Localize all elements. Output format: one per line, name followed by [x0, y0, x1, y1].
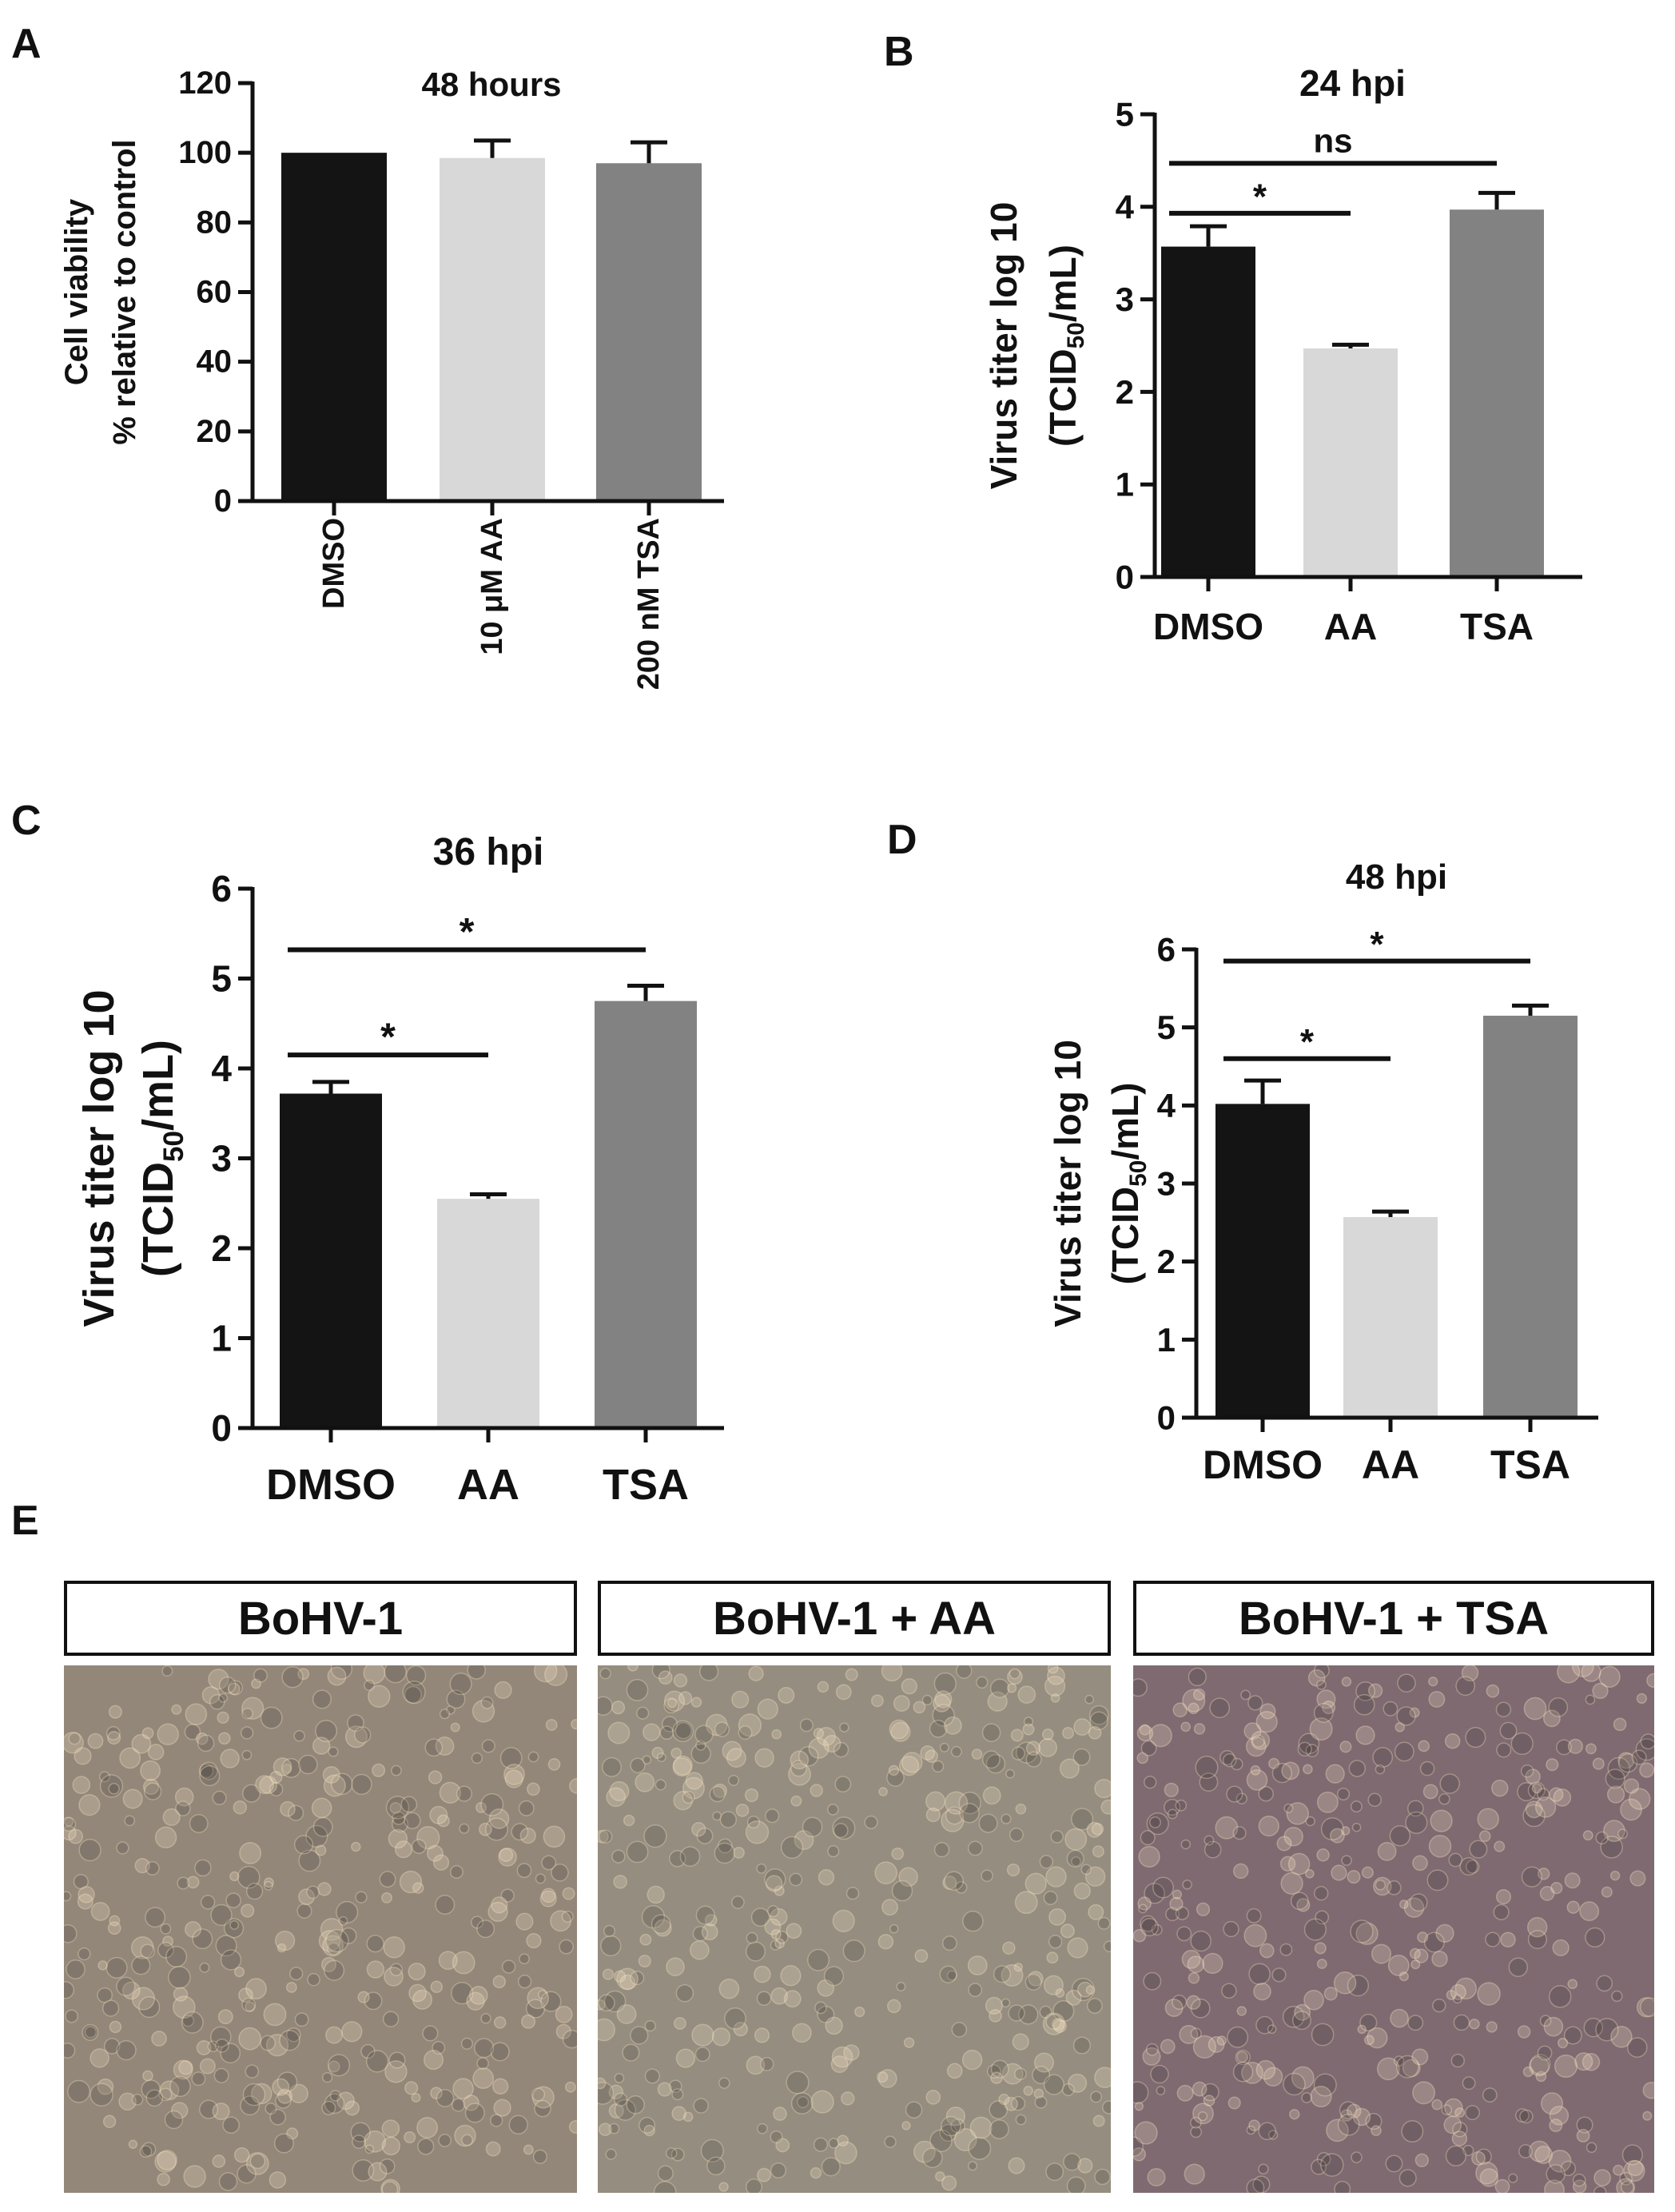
- cell-texture: [64, 1665, 577, 2193]
- panel-letter-b: B: [884, 29, 914, 75]
- panel-letter-e: E: [11, 1498, 39, 1544]
- y-tick-label: 40: [197, 344, 233, 380]
- cell-texture: [1133, 1665, 1654, 2193]
- bar-0: [1161, 246, 1255, 577]
- micrograph-label: BoHV-1: [64, 1581, 577, 1656]
- y-axis-label: (TCID50/mL): [134, 1040, 189, 1277]
- micrograph-image: [1133, 1665, 1654, 2193]
- chart-title: 36 hpi: [433, 831, 544, 873]
- y-tick-label: 20: [197, 414, 233, 449]
- y-tick-label: 0: [1157, 1399, 1176, 1437]
- micrograph-3: BoHV-1 + TSA: [1133, 1581, 1654, 2196]
- bar-0: [280, 1093, 382, 1428]
- y-axis-label: Virus titer log 10: [1047, 1040, 1088, 1327]
- y-tick-label: 0: [1116, 559, 1134, 596]
- chart-title: 48 hours: [421, 66, 561, 103]
- bar-1: [1303, 348, 1398, 577]
- bar-0: [1215, 1104, 1310, 1418]
- x-category-label: TSA: [1490, 1442, 1570, 1487]
- y-tick-label: 4: [211, 1048, 232, 1089]
- x-category-label: 10 μM AA: [475, 518, 509, 655]
- chart-title: 24 hpi: [1299, 62, 1406, 104]
- bar-0: [281, 153, 387, 501]
- y-tick-label: 4: [1116, 188, 1135, 225]
- x-category-label: AA: [1324, 606, 1377, 647]
- chart-panel-b: 0 1 2 3 4 5 DMSO AA TSA 24 hpi Virus titer log 10 (…: [983, 62, 1582, 647]
- panel-letter-c: C: [11, 798, 42, 844]
- x-category-label: DMSO: [317, 518, 351, 609]
- x-category-label: TSA: [603, 1461, 689, 1509]
- y-tick-label: 4: [1157, 1087, 1176, 1124]
- micrograph-label: BoHV-1 + TSA: [1133, 1581, 1654, 1656]
- micrograph-label: BoHV-1 + AA: [598, 1581, 1111, 1656]
- y-tick-label: 1: [1157, 1321, 1176, 1359]
- bar-1: [437, 1199, 539, 1428]
- y-tick-label: 6: [1157, 931, 1176, 969]
- y-tick-label: 0: [211, 1407, 232, 1449]
- significance-label: ns: [1313, 121, 1352, 159]
- panel-letter-d: D: [887, 817, 917, 863]
- y-tick-label: 80: [197, 205, 233, 240]
- micrograph-2: BoHV-1 + AA: [598, 1581, 1111, 2196]
- y-tick-label: 60: [197, 275, 233, 310]
- y-tick-label: 3: [211, 1138, 232, 1180]
- cell-texture: [598, 1665, 1111, 2193]
- y-tick-label: 1: [1116, 466, 1134, 503]
- y-axis-label: Cell viability: [59, 198, 94, 385]
- significance-label: *: [1370, 925, 1384, 965]
- y-tick-label: 120: [178, 66, 232, 101]
- x-category-label: DMSO: [1153, 606, 1263, 647]
- significance-label: *: [1300, 1023, 1315, 1062]
- significance-label: *: [380, 1016, 396, 1059]
- bar-2: [595, 1001, 697, 1428]
- bar-2: [1483, 1016, 1578, 1418]
- y-tick-label: 3: [1157, 1165, 1176, 1203]
- chart-panel-d: 0 1 2 3 4 5 6 DMSO AA TSA 48 hpi Virus titer log 10…: [1047, 857, 1598, 1487]
- y-tick-label: 100: [178, 135, 232, 170]
- y-tick-label: 3: [1116, 280, 1134, 318]
- bar-2: [596, 163, 702, 501]
- y-axis-label: Virus titer log 10: [983, 202, 1024, 490]
- significance-label: *: [460, 911, 475, 954]
- x-category-label: 200 nM TSA: [632, 518, 666, 690]
- micrograph-image: [64, 1665, 577, 2193]
- bar-2: [1450, 209, 1544, 577]
- y-tick-label: 2: [1157, 1243, 1176, 1280]
- chart-title: 48 hpi: [1346, 857, 1447, 897]
- y-tick-label: 5: [1116, 96, 1134, 133]
- x-category-label: DMSO: [1203, 1442, 1323, 1487]
- chart-panel-a: 0 20 40 60 80 100 120 DMSO 10 μM AA 200 nM TSA 48 …: [59, 66, 724, 690]
- x-category-label: AA: [457, 1461, 519, 1509]
- y-tick-label: 6: [211, 868, 232, 909]
- chart-panel-c: 0 1 2 3 4 5 6 DMSO AA TSA 36 hpi Virus titer log 10…: [75, 831, 724, 1509]
- panel-letter-a: A: [11, 21, 42, 67]
- y-tick-label: 2: [1116, 373, 1134, 411]
- x-category-label: AA: [1362, 1442, 1419, 1487]
- y-tick-label: 5: [211, 958, 232, 1000]
- x-category-label: TSA: [1460, 606, 1534, 647]
- micrograph-image: [598, 1665, 1111, 2193]
- significance-label: *: [1253, 177, 1267, 217]
- y-axis-label: (TCID50/mL): [1104, 1083, 1152, 1285]
- y-tick-label: 1: [211, 1318, 232, 1359]
- y-axis-label: (TCID50/mL): [1042, 245, 1089, 447]
- x-category-label: DMSO: [266, 1461, 396, 1509]
- y-axis-label: Virus titer log 10: [75, 989, 123, 1327]
- bar-1: [1343, 1216, 1438, 1418]
- y-tick-label: 2: [211, 1227, 232, 1269]
- y-tick-label: 0: [214, 483, 232, 519]
- micrograph-1: BoHV-1: [64, 1581, 577, 2196]
- y-axis-label: % relative to control: [107, 139, 142, 444]
- bar-1: [440, 157, 545, 501]
- y-tick-label: 5: [1157, 1009, 1176, 1046]
